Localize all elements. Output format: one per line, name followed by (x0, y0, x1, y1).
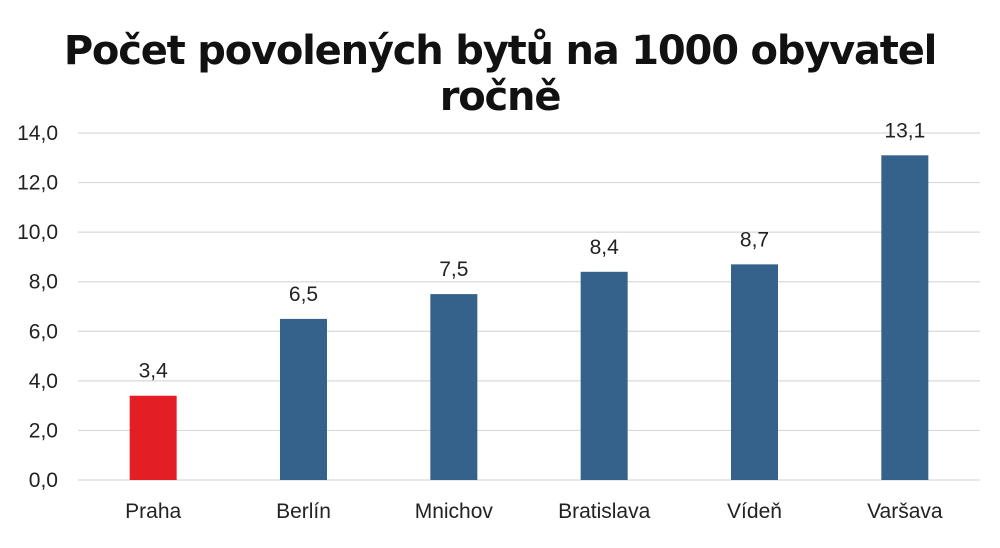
bar-value-label: 6,5 (289, 283, 318, 306)
y-tick-label: 4,0 (29, 370, 58, 393)
category-label: Vídeň (727, 500, 782, 523)
y-tick-label: 6,0 (29, 320, 58, 343)
y-tick-label: 14,0 (17, 122, 58, 145)
bar-value-label: 7,5 (439, 258, 468, 281)
bar-value-label: 3,4 (139, 360, 169, 383)
y-tick-label: 8,0 (29, 271, 58, 294)
bar (881, 155, 929, 481)
bar (280, 318, 327, 480)
chart-title: Počet povolených bytů na 1000 obyvatel r… (63, 28, 938, 120)
y-tick-label: 12,0 (17, 172, 58, 195)
category-label: Praha (125, 500, 181, 523)
category-label: Berlín (276, 500, 331, 523)
value-labels: 3,4 6,5 7,5 8,4 8,7 13,1 (139, 119, 926, 382)
category-label: Varšava (867, 500, 943, 523)
bar-value-label: 8,4 (590, 236, 620, 259)
category-label: Mnichov (415, 500, 494, 523)
bar (580, 271, 628, 480)
bar-value-label: 8,7 (740, 228, 769, 251)
category-labels: Praha Berlín Mnichov Bratislava Vídeň Varšava (125, 500, 943, 523)
gridlines (78, 132, 980, 481)
y-tick-label: 10,0 (17, 221, 58, 244)
y-tick-label: 2,0 (29, 419, 58, 442)
bar (430, 294, 478, 480)
y-axis-ticks: 0,0 2,0 4,0 6,0 8,0 10,0 12,0 14,0 (17, 122, 58, 492)
bar-value-label: 13,1 (884, 119, 925, 142)
y-tick-label: 0,0 (29, 469, 58, 492)
bar (731, 264, 778, 480)
bars (129, 155, 929, 481)
category-label: Bratislava (558, 500, 651, 523)
bar (129, 395, 177, 480)
